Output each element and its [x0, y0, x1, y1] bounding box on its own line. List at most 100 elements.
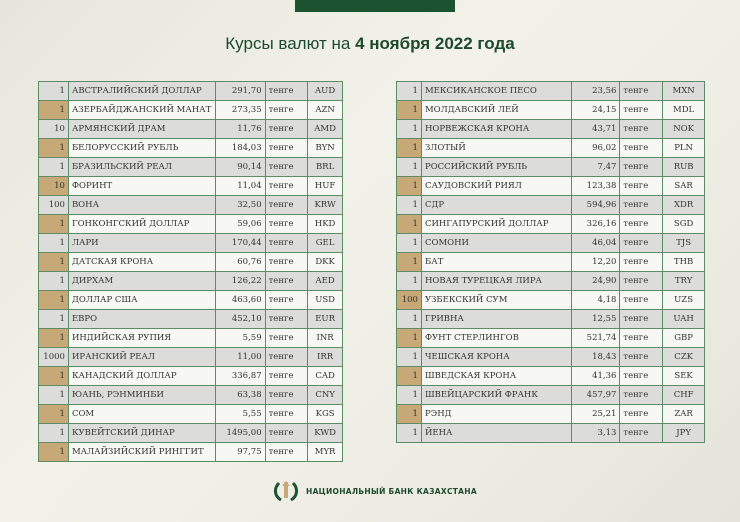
currency-unit: тенге — [619, 290, 664, 310]
table-row: 100 УЗБЕКСКИЙ СУМ 4,18 тенге UZS — [396, 290, 705, 310]
currency-unit: тенге — [619, 423, 664, 443]
table-row: 1 СИНГАПУРСКИЙ ДОЛЛАР 326,16 тенге SGD — [396, 214, 705, 234]
currency-unit: тенге — [264, 176, 309, 196]
currency-unit: тенге — [619, 81, 664, 101]
unit-quantity: 1 — [396, 195, 422, 215]
unit-quantity: 1 — [38, 100, 69, 120]
currency-code: AUD — [307, 81, 343, 101]
unit-quantity: 1 — [396, 100, 422, 120]
currency-code: UZS — [662, 290, 705, 310]
unit-quantity: 1 — [396, 157, 422, 177]
currency-name: ФОРИНТ — [67, 176, 216, 196]
currency-name: НОВАЯ ТУРЕЦКАЯ ЛИРА — [420, 271, 572, 291]
currency-name: ГРИВНА — [420, 309, 572, 329]
unit-quantity: 1 — [38, 138, 69, 158]
currency-unit: тенге — [619, 328, 664, 348]
currency-code: BYN — [307, 138, 343, 158]
currency-unit: тенге — [619, 271, 664, 291]
currency-unit: тенге — [619, 252, 664, 272]
table-row: 1 ДОЛЛАР США 463,60 тенге USD — [38, 290, 343, 310]
currency-unit: тенге — [264, 366, 309, 386]
rates-table-left: 1 АВСТРАЛИЙСКИЙ ДОЛЛАР 291,70 тенге AUD 1 АЗЕР… — [38, 81, 343, 462]
currency-name: ЙЕНА — [420, 423, 572, 443]
currency-name: ДАТСКАЯ КРОНА — [67, 252, 216, 272]
exchange-rate: 90,14 — [214, 157, 266, 177]
currency-code: INR — [307, 328, 343, 348]
exchange-rate: 273,35 — [214, 100, 266, 120]
currency-name: СИНГАПУРСКИЙ ДОЛЛАР — [420, 214, 572, 234]
currency-code: GBP — [662, 328, 705, 348]
exchange-rate: 594,96 — [570, 195, 621, 215]
currency-code: IRR — [307, 347, 343, 367]
table-row: 1 БАТ 12,20 тенге THB — [396, 252, 705, 272]
currency-unit: тенге — [264, 81, 309, 101]
currency-name: ДИРХАМ — [67, 271, 216, 291]
table-row: 1 ШВЕЙЦАРСКИЙ ФРАНК 457,97 тенге CHF — [396, 385, 705, 405]
currency-unit: тенге — [264, 271, 309, 291]
currency-name: МОЛДАВСКИЙ ЛЕЙ — [420, 100, 572, 120]
currency-unit: тенге — [264, 290, 309, 310]
currency-name: ГОНКОНГСКИЙ ДОЛЛАР — [67, 214, 216, 234]
unit-quantity: 10 — [38, 176, 69, 196]
unit-quantity: 1 — [396, 423, 422, 443]
currency-code: USD — [307, 290, 343, 310]
unit-quantity: 1 — [396, 81, 422, 101]
table-row: 1 САУДОВСКИЙ РИЯЛ 123,38 тенге SAR — [396, 176, 705, 196]
currency-code: CAD — [307, 366, 343, 386]
unit-quantity: 1 — [396, 404, 422, 424]
currency-code: THB — [662, 252, 705, 272]
exchange-rate: 7,47 — [570, 157, 621, 177]
unit-quantity: 1 — [38, 423, 69, 443]
currency-name: КАНАДСКИЙ ДОЛЛАР — [67, 366, 216, 386]
currency-name: АВСТРАЛИЙСКИЙ ДОЛЛАР — [67, 81, 216, 101]
table-row: 1 ЕВРО 452,10 тенге EUR — [38, 309, 343, 329]
unit-quantity: 1 — [396, 176, 422, 196]
currency-unit: тенге — [619, 100, 664, 120]
rates-table-right: 1 МЕКСИКАНСКОЕ ПЕСО 23,56 тенге MXN 1 МОЛДАВСК… — [396, 81, 705, 443]
exchange-rate: 96,02 — [570, 138, 621, 158]
currency-unit: тенге — [619, 309, 664, 329]
unit-quantity: 1 — [396, 252, 422, 272]
currency-unit: тенге — [619, 157, 664, 177]
table-row: 1 ШВЕДСКАЯ КРОНА 41,36 тенге SEK — [396, 366, 705, 386]
exchange-rate: 41,36 — [570, 366, 621, 386]
table-row: 1 БРАЗИЛЬСКИЙ РЕАЛ 90,14 тенге BRL — [38, 157, 343, 177]
table-row: 1 ГРИВНА 12,55 тенге UAH — [396, 309, 705, 329]
unit-quantity: 100 — [38, 195, 69, 215]
exchange-rate: 97,75 — [214, 442, 266, 462]
exchange-rate: 23,56 — [570, 81, 621, 101]
currency-name: ИРАНСКИЙ РЕАЛ — [67, 347, 216, 367]
table-row: 1 БЕЛОРУССКИЙ РУБЛЬ 184,03 тенге BYN — [38, 138, 343, 158]
currency-unit: тенге — [619, 233, 664, 253]
unit-quantity: 1 — [396, 309, 422, 329]
table-row: 1 КАНАДСКИЙ ДОЛЛАР 336,87 тенге CAD — [38, 366, 343, 386]
exchange-rate: 18,43 — [570, 347, 621, 367]
currency-code: CHF — [662, 385, 705, 405]
currency-code: KGS — [307, 404, 343, 424]
currency-code: KRW — [307, 195, 343, 215]
exchange-rate: 326,16 — [570, 214, 621, 234]
currency-unit: тенге — [619, 385, 664, 405]
title-prefix: Курсы валют на — [225, 34, 356, 53]
currency-code: TJS — [662, 233, 705, 253]
currency-code: HKD — [307, 214, 343, 234]
currency-name: СОМ — [67, 404, 216, 424]
currency-name: ИНДИЙСКАЯ РУПИЯ — [67, 328, 216, 348]
exchange-rate: 24,15 — [570, 100, 621, 120]
table-row: 10 АРМЯНСКИЙ ДРАМ 11,76 тенге AMD — [38, 119, 343, 139]
unit-quantity: 1 — [396, 233, 422, 253]
table-row: 1 КУВЕЙТСКИЙ ДИНАР 1495,00 тенге KWD — [38, 423, 343, 443]
currency-unit: тенге — [264, 328, 309, 348]
currency-unit: тенге — [619, 138, 664, 158]
exchange-rate: 291,70 — [214, 81, 266, 101]
currency-name: ШВЕДСКАЯ КРОНА — [420, 366, 572, 386]
currency-unit: тенге — [264, 138, 309, 158]
currency-code: RUB — [662, 157, 705, 177]
currency-name: АЗЕРБАЙДЖАНСКИЙ МАНАТ — [67, 100, 216, 120]
currency-unit: тенге — [619, 214, 664, 234]
currency-unit: тенге — [619, 119, 664, 139]
table-row: 1 СОМ 5,55 тенге KGS — [38, 404, 343, 424]
exchange-rate: 59,06 — [214, 214, 266, 234]
currency-code: SEK — [662, 366, 705, 386]
currency-name: АРМЯНСКИЙ ДРАМ — [67, 119, 216, 139]
